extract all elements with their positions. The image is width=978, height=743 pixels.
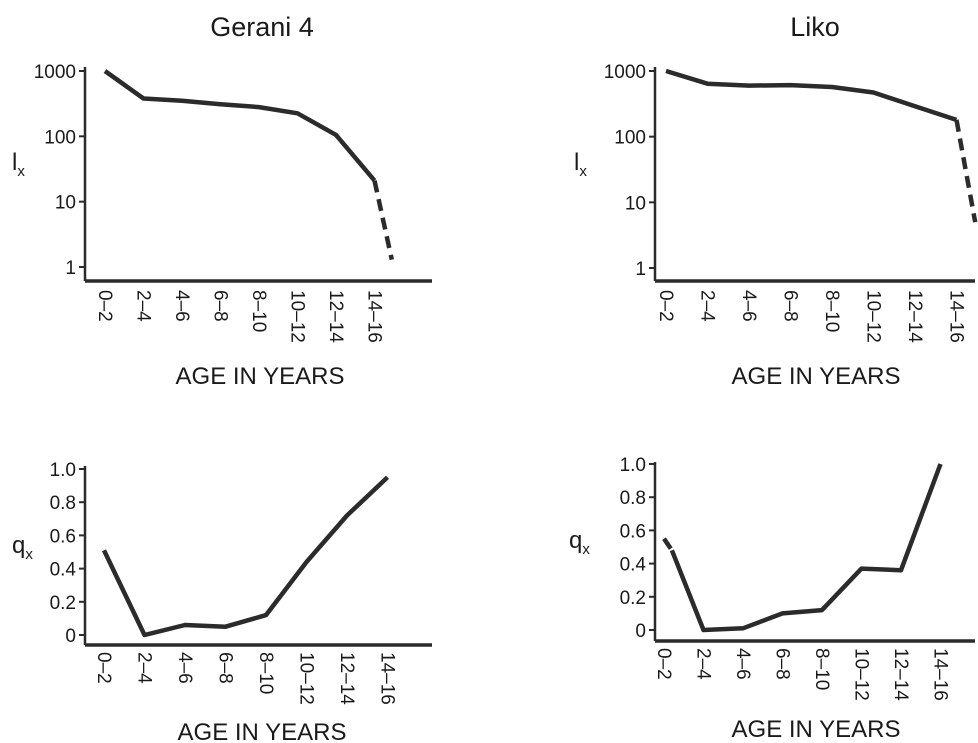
- gerani-lx-series-line-1: [372, 180, 394, 261]
- liko-qx-xtick-label-7: 14–16: [930, 648, 951, 701]
- gerani-qx-xtick-label-6: 12–14: [336, 652, 357, 705]
- liko-qx-xtick-label-6: 12–14: [890, 648, 911, 701]
- liko-lx-series-line-1: [954, 119, 978, 223]
- gerani-lx-xtick-label-7: 14–16: [364, 290, 385, 343]
- liko-qx-ytick-label-3: 0.6: [620, 521, 646, 542]
- gerani-qx-ytick-label-1: 0.2: [50, 593, 76, 614]
- liko-qx-series-line-1: [669, 463, 943, 633]
- liko-lx-xtick-label-4: 8–10: [821, 290, 842, 332]
- gerani-qx-xtick-label-0: 0–2: [93, 652, 114, 684]
- liko-qx-ytick-label-1: 0.2: [620, 588, 646, 609]
- gerani-qx-ytick-label-3: 0.6: [50, 526, 76, 547]
- gerani-lx-xtick-label-3: 6–8: [210, 290, 231, 322]
- gerani-qx-ytick-label-0: 0: [65, 626, 76, 647]
- gerani-lx-ytick-label-2: 100: [44, 127, 76, 148]
- liko-qx-xtick-label-3: 6–8: [772, 648, 793, 680]
- liko-lx-xtick-label-6: 12–14: [904, 290, 925, 343]
- liko-qx-ytick-label-2: 0.4: [620, 555, 647, 576]
- gerani-lx-ylabel: lx: [12, 149, 25, 180]
- gerani-lx-xtick-label-5: 10–12: [287, 290, 308, 343]
- gerani-qx-xlabel: AGE IN YEARS: [178, 719, 347, 743]
- gerani-qx-series-line-0: [101, 475, 390, 638]
- gerani-qx-xtick-label-2: 4–6: [174, 652, 195, 684]
- liko-lx-xtick-label-3: 6–8: [780, 290, 801, 322]
- liko-lx-ytick-label-0: 1: [635, 259, 646, 280]
- gerani-lx-ytick-label-1: 10: [55, 193, 76, 214]
- gerani-lx-xtick-label-4: 8–10: [248, 290, 269, 332]
- gerani-lx-ytick-label-3: 1000: [34, 62, 76, 83]
- liko-qx-xtick-label-1: 2–4: [693, 648, 714, 680]
- liko-lx-xtick-label-7: 14–16: [946, 290, 967, 343]
- liko-lx-title: Liko: [790, 12, 840, 42]
- gerani-lx-xtick-label-2: 4–6: [171, 290, 192, 322]
- gerani-lx-xtick-label-6: 12–14: [325, 290, 346, 343]
- liko-lx-series-line-0: [665, 68, 958, 123]
- liko-lx-xtick-label-5: 10–12: [863, 290, 884, 343]
- gerani-qx-xtick-label-3: 6–8: [215, 652, 236, 684]
- liko-qx-xtick-label-0: 0–2: [653, 648, 674, 680]
- gerani-lx-xlabel: AGE IN YEARS: [176, 363, 345, 390]
- gerani-qx-ytick-label-4: 0.8: [50, 493, 76, 514]
- liko-lx-ylabel: lx: [574, 149, 587, 180]
- liko-qx-series-line-0: [662, 537, 674, 552]
- liko-lx-ytick-label-1: 10: [625, 193, 646, 214]
- liko-qx-xtick-label-5: 10–12: [851, 648, 872, 701]
- gerani-qx-xtick-label-4: 8–10: [255, 652, 276, 694]
- liko-qx-ytick-label-4: 0.8: [620, 488, 646, 509]
- liko-lx-xtick-label-2: 4–6: [738, 290, 759, 322]
- gerani-lx-title: Gerani 4: [210, 12, 314, 42]
- liko-qx-xlabel: AGE IN YEARS: [732, 716, 901, 743]
- liko-lx-ytick-label-2: 100: [614, 128, 646, 149]
- gerani-qx-xtick-label-1: 2–4: [134, 652, 155, 684]
- liko-lx-xtick-label-1: 2–4: [697, 290, 718, 322]
- liko-qx-xtick-label-2: 4–6: [732, 648, 753, 680]
- gerani-qx-ytick-label-2: 0.4: [50, 560, 77, 581]
- liko-lx-ytick-label-3: 1000: [604, 62, 646, 83]
- gerani-qx-xtick-label-7: 14–16: [377, 652, 398, 705]
- gerani-qx-ylabel: qx: [12, 532, 33, 563]
- gerani-lx-xtick-label-0: 0–2: [94, 290, 115, 322]
- liko-lx-xtick-label-0: 0–2: [655, 290, 676, 322]
- gerani-lx-ytick-label-0: 1: [65, 258, 76, 279]
- gerani-qx-ytick-label-5: 1.0: [50, 460, 76, 481]
- liko-qx-ytick-label-5: 1.0: [620, 455, 646, 476]
- liko-qx-ylabel: qx: [569, 527, 590, 558]
- liko-qx-ytick-label-0: 0: [635, 621, 646, 642]
- gerani-lx-series-line-0: [103, 69, 377, 183]
- gerani-qx-xtick-label-5: 10–12: [296, 652, 317, 705]
- liko-lx-xlabel: AGE IN YEARS: [732, 363, 901, 390]
- liko-qx-xtick-label-4: 8–10: [811, 648, 832, 690]
- gerani-lx-xtick-label-1: 2–4: [133, 290, 154, 322]
